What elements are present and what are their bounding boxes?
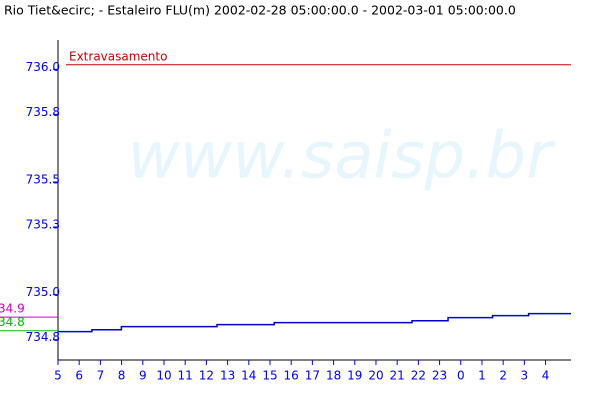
- reference-label: Extravasamento: [69, 49, 167, 63]
- x-tick-label: 18: [326, 369, 341, 383]
- x-tick-label: 2: [499, 369, 507, 383]
- x-tick-label: 6: [75, 369, 83, 383]
- x-tick-label: 3: [521, 369, 529, 383]
- reference-label: 34.9: [0, 302, 25, 316]
- y-tick-label: 735.8: [26, 105, 60, 119]
- data-line: [58, 312, 571, 333]
- y-tick-label: 735.3: [26, 218, 60, 232]
- y-tick-label: 736.0: [26, 60, 60, 74]
- x-tick-label: 5: [54, 369, 62, 383]
- x-tick-label: 15: [262, 369, 277, 383]
- x-tick-label: 11: [178, 369, 193, 383]
- chart-title: Rio Tiet&ecirc; - Estaleiro FLU(m) 2002-…: [4, 3, 516, 18]
- x-tick-label: 7: [97, 369, 105, 383]
- y-tick-label: 734.8: [26, 330, 60, 344]
- x-tick-label: 8: [118, 369, 126, 383]
- x-tick-label: 17: [305, 369, 320, 383]
- x-tick-label: 19: [347, 369, 362, 383]
- x-tick-label: 13: [220, 369, 235, 383]
- watermark: www.saisp.br: [128, 120, 557, 194]
- x-tick-label: 23: [432, 369, 447, 383]
- y-tick-label: 735.0: [26, 285, 60, 299]
- x-tick-label: 1: [478, 369, 486, 383]
- x-tick-label: 22: [411, 369, 426, 383]
- x-tick-label: 12: [199, 369, 214, 383]
- x-tick-label: 4: [542, 369, 550, 383]
- x-tick-label: 0: [457, 369, 465, 383]
- x-tick-label: 16: [284, 369, 299, 383]
- y-tick-label: 735.5: [26, 172, 60, 186]
- x-tick-label: 21: [390, 369, 405, 383]
- x-tick-label: 9: [139, 369, 147, 383]
- x-tick-label: 10: [156, 369, 171, 383]
- x-tick-label: 14: [241, 369, 256, 383]
- reference-label: 34.8: [0, 315, 25, 329]
- x-tick-label: 20: [368, 369, 383, 383]
